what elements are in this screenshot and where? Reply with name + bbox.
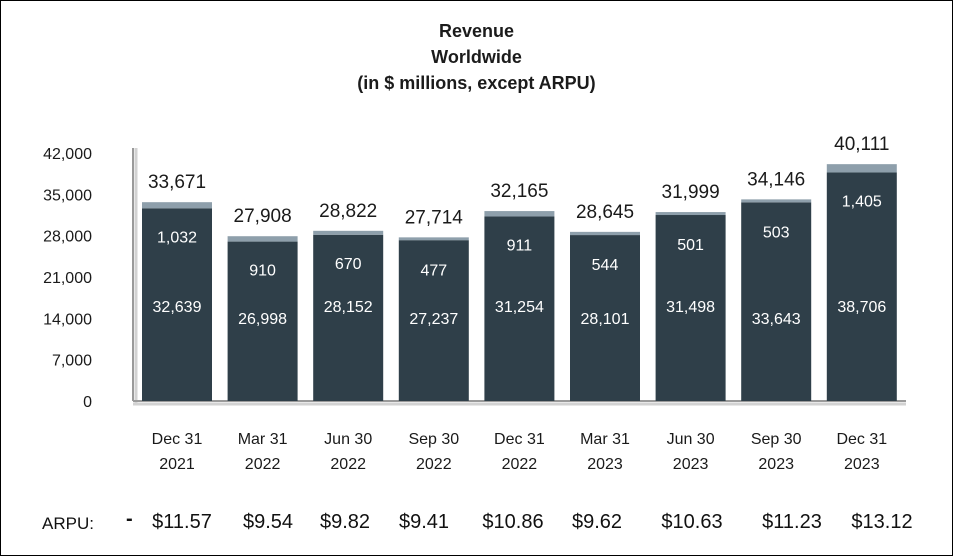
bar-segment-base <box>313 234 384 401</box>
bar-total-label: 27,714 <box>405 207 464 228</box>
bar-segment-base <box>398 240 469 401</box>
arpu-value: $13.12 <box>851 511 913 533</box>
bar-segment-top <box>655 212 726 216</box>
bar-segment-top <box>227 236 298 242</box>
x-tick-label-year: 2023 <box>844 456 880 473</box>
segment-label-upper: 544 <box>592 257 619 274</box>
arpu-value: $9.54 <box>242 511 294 533</box>
segment-label-lower: 28,101 <box>581 311 630 328</box>
segment-label-lower: 26,998 <box>238 311 287 328</box>
bar-total-label: 40,111 <box>834 134 889 155</box>
arpu-value: $9.62 <box>571 511 623 533</box>
bar-segment-base <box>826 172 897 401</box>
y-tick-label: 35,000 <box>43 187 92 204</box>
segment-label-upper: 501 <box>677 237 704 254</box>
arpu-value: $10.63 <box>661 511 723 533</box>
bar-segment-top <box>826 164 897 173</box>
bar-segment-base <box>741 202 812 401</box>
x-tick-label-date: Mar 31 <box>238 431 288 448</box>
segment-label-upper: 670 <box>335 256 362 273</box>
bar-segment-base <box>142 208 212 401</box>
arpu-value: $10.86 <box>482 511 544 533</box>
bar-segment-top <box>741 199 812 203</box>
bar-segment-base <box>570 235 640 401</box>
x-tick-label-year: 2023 <box>758 456 794 473</box>
bar-total-label: 34,146 <box>747 169 805 190</box>
x-tick-label-year: 2021 <box>159 456 195 473</box>
arpu-value: $11.23 <box>762 511 822 533</box>
x-tick-label-year: 2022 <box>245 456 281 473</box>
segment-label-lower: 28,152 <box>324 299 373 316</box>
bar-segment-base <box>227 241 298 401</box>
bar-segment-base <box>484 216 555 401</box>
y-tick-label: 28,000 <box>43 229 92 246</box>
arpu-value: $9.41 <box>398 511 450 533</box>
arpu-row: ARPU: - $11.57 $9.54 $9.82 $9.41 $10.86 $9.62… <box>0 506 953 542</box>
bar-total-label: 28,645 <box>576 202 634 223</box>
segment-label-lower: 27,237 <box>409 311 458 328</box>
bar-total-label: 27,908 <box>234 206 292 227</box>
chart-title-line-3: (in $ millions, except ARPU) <box>357 73 596 93</box>
segment-label-upper: 910 <box>249 263 276 280</box>
x-tick-label-year: 2022 <box>502 456 538 473</box>
bar-segment-top <box>142 202 212 209</box>
segment-label-lower: 38,706 <box>837 299 886 316</box>
bar-segment-top <box>484 211 555 217</box>
bar-segment-top <box>398 237 469 241</box>
chart-labels: 1,032 32,639 33,671 Dec 31 2021 910 26,998 27,9… <box>148 134 890 473</box>
bar-segment-top <box>313 230 384 235</box>
x-tick-label-year: 2023 <box>673 456 709 473</box>
bar-segment-top <box>570 231 640 236</box>
x-tick-label-date: Dec 31 <box>836 431 887 448</box>
y-tick-label: 42,000 <box>43 146 92 163</box>
chart-title: Revenue Worldwide (in $ millions, except… <box>0 18 953 96</box>
arpu-value: $11.57 <box>152 511 212 533</box>
bar-total-label: 31,999 <box>662 182 720 203</box>
segment-label-lower: 31,498 <box>666 299 715 316</box>
chart-title-line-1: Revenue <box>438 21 515 41</box>
x-tick-label-date: Mar 31 <box>580 431 630 448</box>
x-tick-label-year: 2023 <box>587 456 623 473</box>
segment-label-lower: 31,254 <box>495 299 544 316</box>
x-tick-label-year: 2022 <box>330 456 366 473</box>
x-tick-label-date: Sep 30 <box>408 431 459 448</box>
arpu-label: ARPU: <box>42 514 94 533</box>
bar-total-label: 33,671 <box>148 172 206 193</box>
chart-bars <box>142 164 897 401</box>
segment-label-upper: 911 <box>507 237 533 254</box>
x-tick-label-date: Dec 31 <box>494 431 545 448</box>
segment-label-upper: 503 <box>763 224 790 241</box>
segment-label-lower: 32,639 <box>153 299 202 316</box>
bar-total-label: 28,822 <box>319 201 377 222</box>
y-tick-label: 14,000 <box>43 311 92 328</box>
y-tick-label: 21,000 <box>43 270 92 287</box>
arpu-value: $9.82 <box>319 511 371 533</box>
revenue-bar-chart: 0 7,000 14,000 21,000 28,000 35,000 42,000 1,0… <box>43 134 906 473</box>
x-tick-label-date: Jun 30 <box>667 431 715 448</box>
chart-title-line-2: Worldwide <box>431 47 522 67</box>
x-tick-label-date: Dec 31 <box>152 431 203 448</box>
x-tick-label-date: Jun 30 <box>324 431 372 448</box>
y-tick-label: 7,000 <box>52 353 92 370</box>
segment-label-lower: 33,643 <box>752 311 801 328</box>
y-tick-label: 0 <box>83 394 92 411</box>
segment-label-upper: 1,032 <box>157 229 197 246</box>
arpu-dash: - <box>126 508 133 530</box>
bar-segment-base <box>655 215 726 401</box>
x-tick-label-date: Sep 30 <box>751 431 802 448</box>
segment-label-upper: 1,405 <box>842 193 882 210</box>
segment-label-upper: 477 <box>420 262 447 279</box>
bar-total-label: 32,165 <box>490 181 548 202</box>
x-tick-label-year: 2022 <box>416 456 452 473</box>
